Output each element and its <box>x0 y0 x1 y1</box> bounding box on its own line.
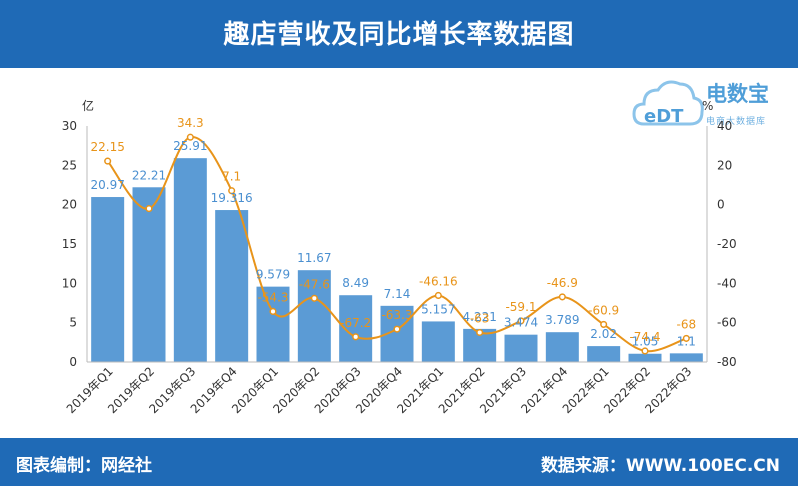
revenue-bar <box>421 321 455 362</box>
logo-badge-text: eDT <box>644 106 684 127</box>
revenue-bar <box>256 286 290 362</box>
left-tick-label: 15 <box>62 237 77 251</box>
logo-subtitle: 电商大数据库 <box>706 117 767 127</box>
bar-value-label: 4.221 <box>462 310 496 324</box>
growth-rate-point <box>558 293 566 301</box>
growth-value-label: -46.16 <box>419 274 458 288</box>
right-tick-label: -80 <box>717 355 737 369</box>
revenue-bar <box>628 353 662 362</box>
bar-value-label: 25.91 <box>173 139 207 153</box>
header-bar: 趣店营收及同比增长率数据图 <box>0 0 798 68</box>
growth-rate-point <box>517 317 525 325</box>
bar-value-label: 8.49 <box>342 276 369 290</box>
bar-value-label: 20.97 <box>90 178 124 192</box>
footer-credit: 图表编制：网经社 <box>16 456 152 476</box>
revenue-bar <box>215 210 249 362</box>
growth-value-label: -63.3 <box>381 308 412 322</box>
growth-value-label: 34.3 <box>177 116 204 130</box>
right-tick-label: -60 <box>717 316 737 330</box>
growth-rate-point <box>600 320 608 328</box>
growth-rate-point <box>228 187 236 195</box>
growth-value-label: -74.4 <box>629 330 660 344</box>
left-tick-label: 5 <box>69 316 77 330</box>
revenue-bar <box>297 270 331 362</box>
bar-value-label: 22.21 <box>132 168 166 182</box>
right-tick-label: 0 <box>717 198 725 212</box>
bar-value-label: 11.67 <box>297 251 331 265</box>
left-tick-label: 20 <box>62 198 77 212</box>
right-unit-label: % <box>702 99 713 113</box>
growth-value-label: -60.9 <box>588 303 619 317</box>
left-tick-label: 25 <box>62 158 77 172</box>
bar-value-label: 3.474 <box>504 316 538 330</box>
growth-rate-point <box>641 347 649 355</box>
logo: eDT 电数宝 电商大数据库 <box>632 74 792 138</box>
growth-rate-point <box>682 334 690 342</box>
growth-value-label: 22.15 <box>90 140 124 154</box>
right-tick-label: -40 <box>717 276 737 290</box>
growth-value-label: -54.3 <box>257 290 288 304</box>
bar-value-label: 2.02 <box>590 327 617 341</box>
bar-value-label: 5.157 <box>421 302 455 316</box>
growth-rate-line <box>106 136 687 353</box>
revenue-bar <box>669 353 703 362</box>
bar-value-label: 9.579 <box>256 268 290 282</box>
footer-source: 数据来源：WWW.100EC.CN <box>540 456 780 476</box>
growth-rate-point <box>269 307 277 316</box>
bar-value-label: 7.14 <box>384 287 411 301</box>
footer-bar: 图表编制：网经社 数据来源：WWW.100EC.CN <box>0 438 798 486</box>
growth-value-label: -59.1 <box>505 300 536 314</box>
bar-value-label: 3.789 <box>545 313 579 327</box>
revenue-bar <box>91 197 125 362</box>
right-tick-label: 20 <box>717 158 732 172</box>
growth-rate-point <box>393 325 401 333</box>
left-tick-label: 0 <box>69 355 77 369</box>
bar-value-label: 1.05 <box>632 335 659 349</box>
bar-value-label: 19.316 <box>211 191 253 205</box>
growth-rate-point <box>186 133 194 141</box>
growth-rate-point <box>476 328 484 337</box>
growth-value-label: -47.6 <box>299 277 330 291</box>
growth-value-label: -63 <box>470 312 490 326</box>
growth-value-label: -46.9 <box>547 276 578 290</box>
page-title: 趣店营收及同比增长率数据图 <box>223 20 575 50</box>
growth-value-label: -68 <box>677 317 697 331</box>
growth-rate-point <box>145 205 153 213</box>
growth-value-label: -67.2 <box>340 316 371 330</box>
revenue-bar <box>132 187 166 362</box>
left-unit-label: 亿 <box>82 98 94 113</box>
right-tick-label: 40 <box>717 119 732 133</box>
left-tick-label: 10 <box>62 276 77 290</box>
logo-brand: 电数宝 <box>706 82 769 106</box>
growth-rate-point <box>310 294 318 302</box>
revenue-bar <box>587 346 621 362</box>
bar-value-label: 1.1 <box>677 334 696 348</box>
growth-rate-point <box>434 291 442 299</box>
growth-rate-point <box>104 157 112 165</box>
growth-rate-point <box>352 333 360 341</box>
cloud-logo-icon: eDT <box>632 80 704 127</box>
revenue-bar <box>545 332 579 362</box>
left-tick-label: 30 <box>62 119 77 133</box>
revenue-bar <box>173 158 207 362</box>
revenue-bar <box>504 334 538 362</box>
right-tick-label: -20 <box>717 237 737 251</box>
growth-value-label: 7.1 <box>222 170 241 184</box>
